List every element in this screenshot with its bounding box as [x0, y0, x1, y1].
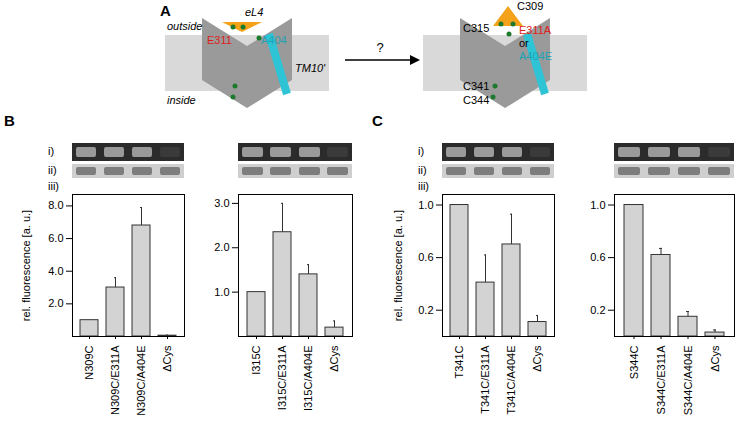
svg-text:6.0: 6.0 — [48, 232, 63, 244]
svg-text:E311: E311 — [207, 34, 232, 46]
svg-text:eL4: eL4 — [245, 6, 263, 18]
svg-text:0.2: 0.2 — [418, 304, 433, 316]
svg-text:N309C/E311A: N309C/E311A — [109, 345, 121, 415]
svg-text:C344: C344 — [463, 94, 489, 106]
html-text:i): i) — [418, 145, 425, 157]
html-text:iii): iii) — [418, 180, 429, 192]
svg-text:C341: C341 — [463, 80, 489, 92]
svg-text:TM10': TM10' — [295, 62, 326, 74]
svg-text:1.0: 1.0 — [214, 286, 229, 298]
html-text:ii): ii) — [418, 164, 427, 176]
svg-text:C309: C309 — [517, 0, 543, 12]
svg-text:ΔCys: ΔCys — [709, 345, 721, 372]
svg-text:?: ? — [376, 40, 383, 55]
svg-text:4.0: 4.0 — [48, 265, 63, 277]
svg-text:8.0: 8.0 — [48, 199, 63, 211]
html-text:iii): iii) — [48, 180, 59, 192]
svg-text:inside: inside — [167, 94, 196, 106]
svg-text:ΔCys: ΔCys — [161, 345, 173, 372]
svg-text:ΔCys: ΔCys — [328, 345, 340, 372]
svg-text:A404E: A404E — [519, 50, 552, 62]
svg-text:S344C/A404E: S344C/A404E — [682, 346, 694, 416]
svg-text:0.6: 0.6 — [418, 251, 433, 263]
svg-text:3.0: 3.0 — [214, 197, 229, 209]
svg-text:rel. fluorescence [a. u.]: rel. fluorescence [a. u.] — [392, 210, 404, 321]
html-text:B: B — [4, 112, 15, 129]
html-text:C: C — [372, 112, 383, 129]
svg-text:I315C: I315C — [250, 345, 262, 374]
html-text:i): i) — [48, 145, 55, 157]
svg-text:1.0: 1.0 — [590, 199, 605, 211]
svg-text:I315C/E311A: I315C/E311A — [276, 345, 288, 410]
svg-text:T341C: T341C — [453, 345, 465, 378]
svg-text:T341C/E311A: T341C/E311A — [479, 345, 491, 414]
svg-text:1.0: 1.0 — [418, 199, 433, 211]
svg-text:S344C/E311A: S344C/E311A — [655, 345, 667, 415]
svg-text:0.6: 0.6 — [590, 251, 605, 263]
svg-text:N309C/A404E: N309C/A404E — [135, 346, 147, 416]
svg-text:I315C/A404E: I315C/A404E — [302, 346, 314, 411]
svg-text:or: or — [519, 37, 529, 49]
svg-text:E311A: E311A — [519, 24, 552, 36]
html-text:ii): ii) — [48, 164, 57, 176]
svg-text:rel. fluorescence [a. u.]: rel. fluorescence [a. u.] — [20, 210, 32, 321]
html-text:A: A — [160, 2, 171, 19]
svg-text:2.0: 2.0 — [214, 241, 229, 253]
svg-text:2.0: 2.0 — [48, 297, 63, 309]
svg-text:0.2: 0.2 — [590, 304, 605, 316]
svg-text:ΔCys: ΔCys — [531, 345, 543, 372]
svg-text:T341C/A404E: T341C/A404E — [505, 346, 517, 415]
svg-text:C315: C315 — [463, 22, 489, 34]
svg-text:N309C: N309C — [83, 345, 95, 379]
svg-text:outside: outside — [167, 20, 202, 32]
svg-text:A404: A404 — [261, 34, 287, 46]
svg-text:S344C: S344C — [628, 345, 640, 379]
